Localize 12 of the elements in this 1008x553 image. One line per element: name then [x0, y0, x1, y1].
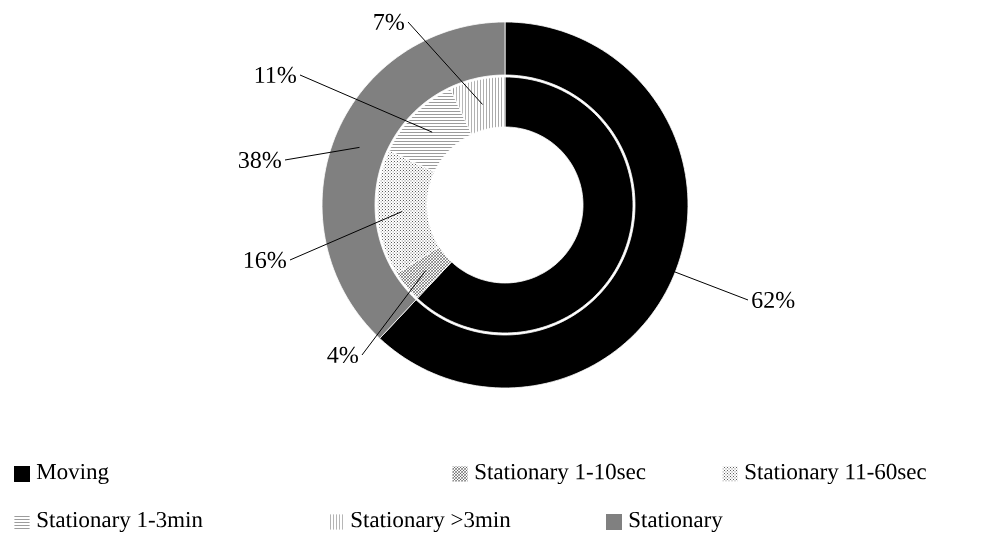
data-label: 16%	[244, 251, 286, 269]
legend-label: Stationary	[629, 511, 723, 533]
data-label: 38%	[238, 151, 281, 169]
legend-label: Stationary 1-10sec	[475, 463, 646, 485]
data-label: 11%	[255, 66, 296, 84]
legend-label: Stationary 1-3min	[37, 511, 203, 533]
data-label: 62%	[752, 291, 795, 309]
legend-label: Moving	[36, 463, 109, 485]
data-label: 7%	[374, 13, 404, 31]
data-label: 4%	[327, 346, 358, 364]
legend-label: Stationary 11-60sec	[745, 463, 926, 485]
legend-label: Stationary >3min	[351, 511, 511, 533]
